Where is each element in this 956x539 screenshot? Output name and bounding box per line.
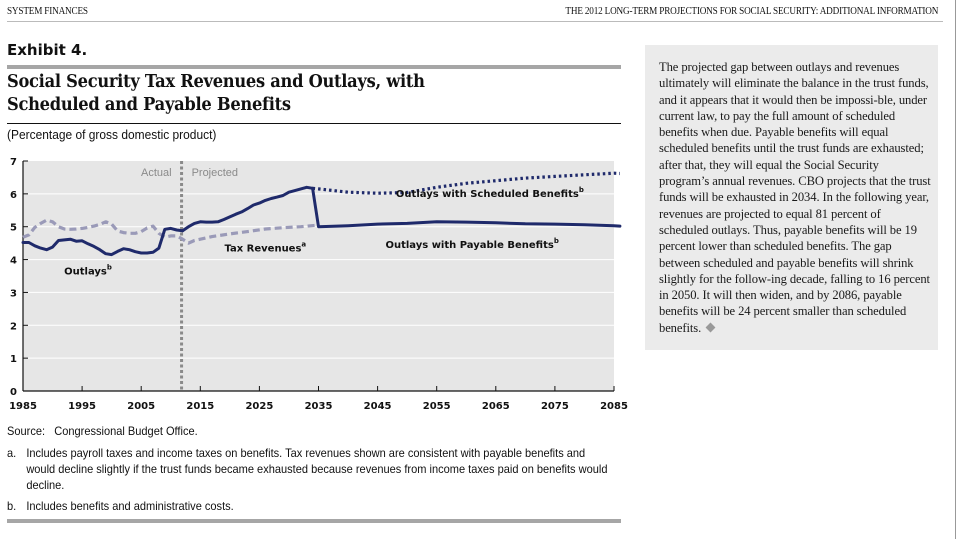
header-rule	[7, 21, 943, 22]
x-tick-label: 1985	[9, 401, 37, 412]
y-tick-label: 3	[10, 288, 17, 299]
actual-label: Actual	[141, 167, 172, 179]
diamond-icon	[705, 322, 716, 333]
series-label: Tax Revenuesa	[224, 240, 306, 254]
sidebar-paragraph: The projected gap between outlays and re…	[659, 59, 931, 336]
y-tick-label: 0	[10, 387, 17, 398]
source-text: Congressional Budget Office.	[54, 424, 198, 438]
exhibit-label: Exhibit 4.	[7, 41, 88, 59]
footnote-letter: a.	[7, 446, 17, 460]
x-tick-label: 2085	[600, 401, 628, 412]
series-tax-revenues	[22, 218, 319, 245]
x-tick-label: 1995	[68, 401, 96, 412]
x-tick-label: 2055	[423, 401, 451, 412]
y-tick-label: 7	[10, 157, 17, 168]
series-label: Outlaysb	[64, 263, 112, 277]
running-header-right: THE 2012 LONG-TERM PROJECTIONS FOR SOCIA…	[565, 6, 938, 17]
axes	[22, 160, 615, 392]
x-tick-label: 2075	[541, 401, 569, 412]
series-outlays-actual	[21, 226, 185, 257]
series-lines	[21, 171, 622, 257]
title-rule	[7, 123, 621, 124]
series-outlays-with-payable-benefits	[311, 186, 622, 229]
y-tick-label: 4	[10, 256, 17, 267]
exhibit-title-line2: Scheduled and Payable Benefits	[7, 95, 291, 115]
chart-subtitle: (Percentage of gross domestic product)	[7, 127, 217, 142]
x-tick-labels: 1985 1995 2005 2015 2025 2035 2045 2055 2065 2075…	[9, 401, 628, 412]
y-tick-label: 5	[10, 223, 17, 234]
source-note: Source: Congressional Budget Office.	[7, 423, 198, 439]
y-tick-labels: 0 1 2 3 4 5 6 7	[10, 157, 17, 398]
x-tick-label: 2065	[482, 401, 510, 412]
y-tick-label: 6	[10, 190, 17, 201]
source-label: Source:	[7, 424, 46, 438]
plot-background	[23, 161, 614, 391]
series-label: Outlays with Scheduled Benefitsb	[396, 186, 584, 200]
x-tick-label: 2035	[305, 401, 333, 412]
footnote-text: Includes payroll taxes and income taxes …	[26, 446, 608, 492]
x-tick-label: 2015	[186, 401, 214, 412]
running-header-left: SYSTEM FINANCES	[7, 6, 88, 17]
projected-label: Projected	[192, 167, 238, 179]
sidebar-box: The projected gap between outlays and re…	[645, 45, 938, 350]
line-chart: 0 1 2 3 4 5 6 7 1985 1995 2005 2015 2025 2035 2045 205…	[9, 157, 628, 412]
exhibit-bottom-rule	[7, 519, 621, 523]
sidebar-text: The projected gap between outlays and re…	[659, 60, 931, 335]
exhibit-title: Social Security Tax Revenues and Outlays…	[7, 71, 491, 117]
x-tick-label: 2045	[364, 401, 392, 412]
y-tick-label: 1	[10, 354, 17, 365]
actual-projected-divider: Actual Projected	[141, 161, 238, 391]
y-tick-label: 2	[10, 321, 17, 332]
exhibit-top-rule	[7, 65, 621, 69]
x-tick-label: 2005	[127, 401, 155, 412]
footnote-a: a. Includes payroll taxes and income tax…	[7, 445, 615, 493]
gridlines	[23, 193, 614, 359]
exhibit-title-line1: Social Security Tax Revenues and Outlays…	[7, 72, 425, 92]
footnote-b: b. Includes benefits and administrative …	[7, 498, 615, 514]
series-outlays-projected-scheduled-payable-until-2034	[181, 185, 315, 233]
footnote-letter: b.	[7, 499, 17, 513]
annotations: Outlaysb Tax Revenuesa Outlays with Schedu…	[64, 186, 584, 277]
x-tick-label: 2025	[245, 401, 273, 412]
footnote-text: Includes benefits and administrative cos…	[26, 499, 234, 513]
series-outlays-with-scheduled-benefits	[312, 171, 620, 195]
series-label: Outlays with Payable Benefitsb	[385, 237, 558, 251]
